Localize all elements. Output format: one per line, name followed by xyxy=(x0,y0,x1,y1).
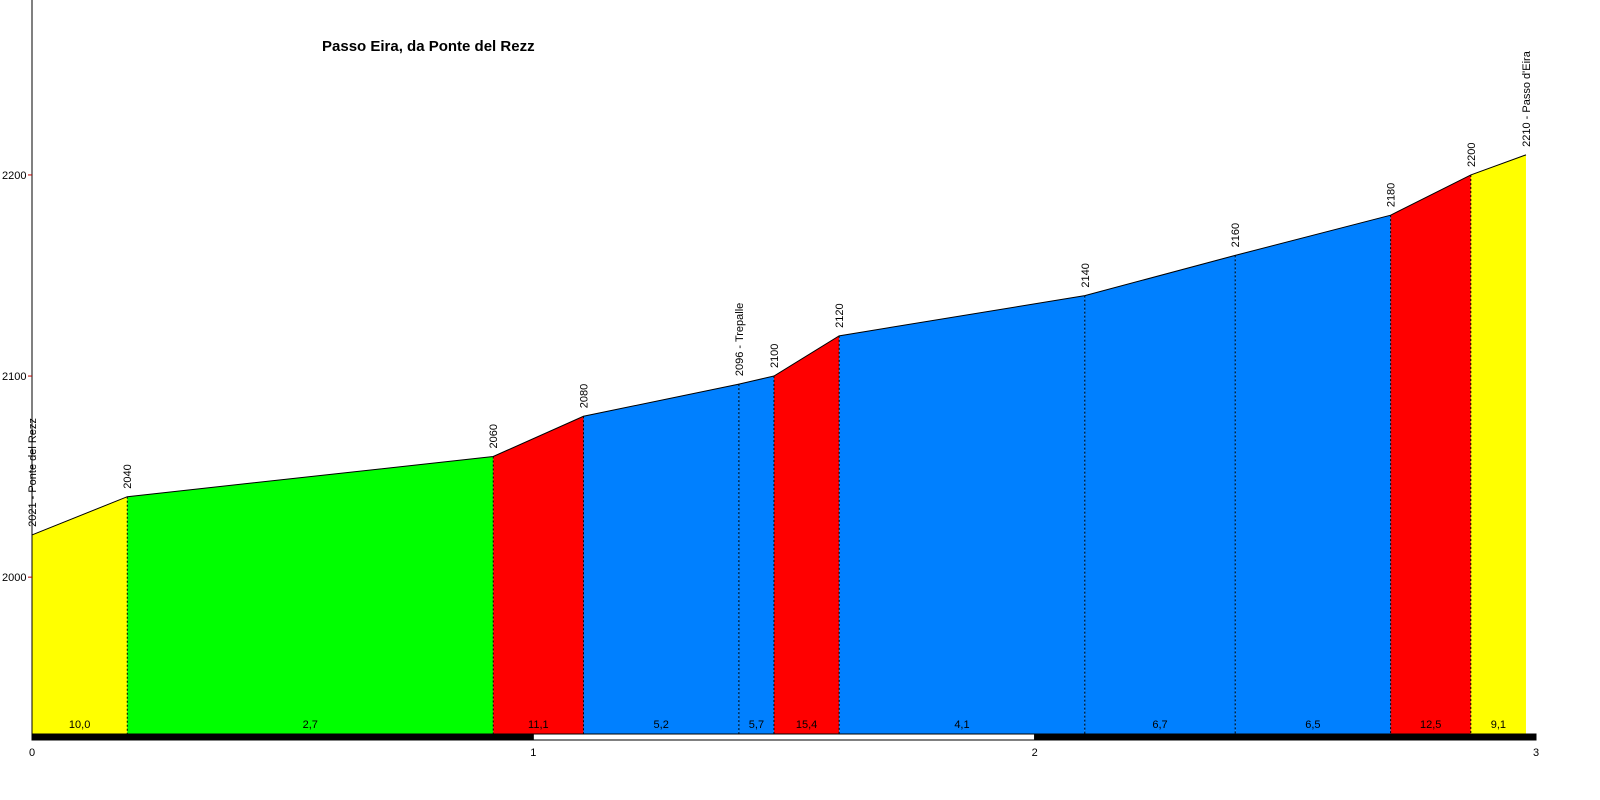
elevation-label: 2180 xyxy=(1386,183,1398,207)
gradient-label: 10,0 xyxy=(69,719,90,731)
profile-segment xyxy=(738,376,774,734)
elevation-label: 2060 xyxy=(488,424,500,448)
gradient-label: 5,2 xyxy=(654,719,669,731)
profile-segment xyxy=(32,496,128,734)
profile-segment xyxy=(127,456,494,734)
profile-segment xyxy=(1390,174,1471,734)
elevation-label: 2021 - Ponte del Rezz xyxy=(27,418,39,527)
profile-segment xyxy=(1470,154,1526,734)
profile-segment xyxy=(493,416,584,734)
x-tick-label: 0 xyxy=(29,747,35,759)
gradient-label: 12,5 xyxy=(1420,719,1441,731)
elevation-label: 2100 xyxy=(769,344,781,368)
elevation-label: 2160 xyxy=(1230,223,1242,247)
x-tick-label: 2 xyxy=(1032,747,1038,759)
gradient-label: 9,1 xyxy=(1491,719,1506,731)
profile-segment xyxy=(1235,215,1391,734)
elevation-label: 2040 xyxy=(122,464,134,488)
gradient-label: 6,5 xyxy=(1305,719,1320,731)
gradient-label: 15,4 xyxy=(796,719,817,731)
x-axis-km-band xyxy=(1034,733,1537,741)
gradient-label: 5,7 xyxy=(749,719,764,731)
x-axis-km-band xyxy=(532,733,1036,741)
profile-line xyxy=(31,154,1527,536)
y-tick-label: 2000 xyxy=(2,572,26,584)
profile-segment xyxy=(773,335,840,734)
profile-segment xyxy=(1084,255,1236,734)
elevation-label: 2140 xyxy=(1080,263,1092,287)
chart-title: Passo Eira, da Ponte del Rezz xyxy=(322,38,535,55)
profile-segment xyxy=(583,384,739,734)
elevation-label: 2120 xyxy=(834,303,846,327)
x-tick-label: 1 xyxy=(530,747,536,759)
gradient-label: 11,1 xyxy=(528,719,549,731)
gradient-label: 2,7 xyxy=(303,719,318,731)
profile-segment xyxy=(839,295,1085,734)
x-tick-label: 3 xyxy=(1533,747,1539,759)
x-axis-km-band xyxy=(31,733,534,741)
elevation-label: 2200 xyxy=(1466,142,1478,166)
gradient-label: 4,1 xyxy=(954,719,969,731)
elevation-label: 2080 xyxy=(578,384,590,408)
y-tick-label: 2200 xyxy=(2,170,26,182)
gradient-label: 6,7 xyxy=(1152,719,1167,731)
elevation-label: 2210 - Passo d'Eira xyxy=(1521,50,1533,147)
elevation-label: 2096 - Trepalle xyxy=(734,303,746,376)
y-tick-label: 2100 xyxy=(2,371,26,383)
